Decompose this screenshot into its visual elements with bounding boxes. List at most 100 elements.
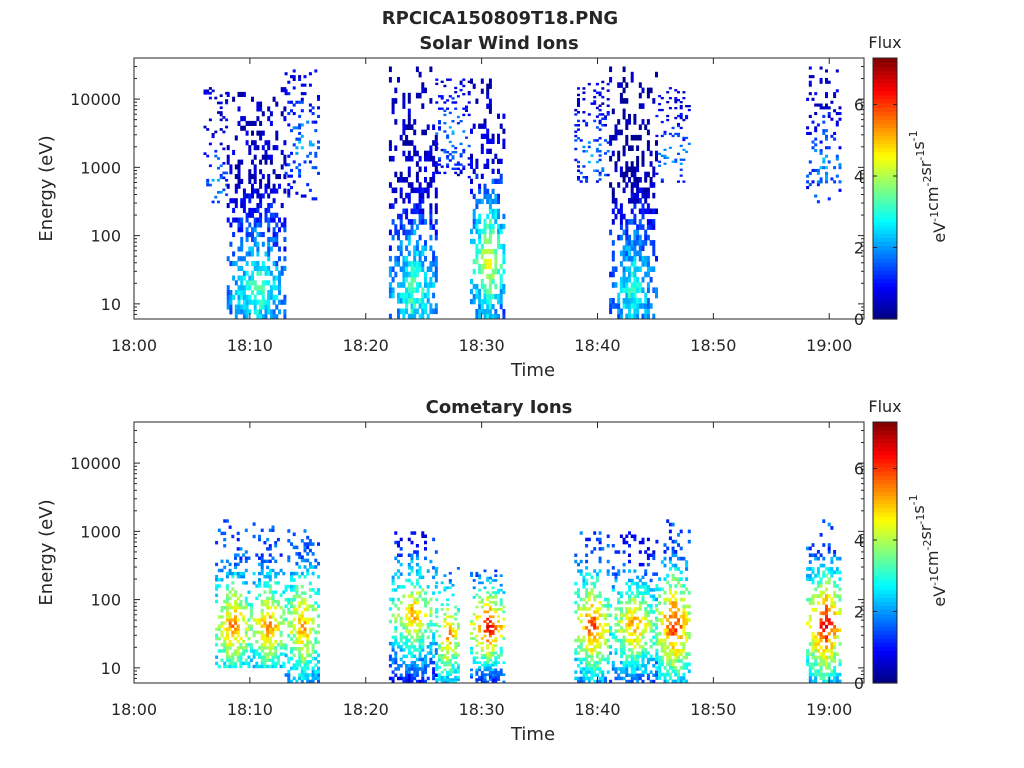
heatmap-cell — [388, 664, 392, 668]
heatmap-cell — [413, 287, 417, 293]
heatmap-cell — [287, 633, 291, 638]
heatmap-cell — [628, 679, 631, 684]
heatmap-cell — [625, 670, 629, 674]
heatmap-cell — [317, 588, 320, 592]
colorbar-segment — [873, 662, 897, 668]
heatmap-cell — [480, 148, 484, 154]
heatmap-cell — [242, 661, 246, 666]
heatmap-cell — [585, 676, 589, 681]
heatmap-cell — [267, 106, 271, 112]
heatmap-cell — [628, 610, 631, 614]
heatmap-cell — [595, 667, 599, 671]
heatmap-cell — [491, 294, 495, 300]
heatmap-cell — [421, 219, 425, 225]
heatmap-cell — [448, 571, 452, 575]
heatmap-cell — [574, 158, 578, 162]
heatmap-cell — [625, 540, 629, 545]
heatmap-cell — [814, 672, 818, 677]
heatmap-cell — [622, 648, 626, 652]
heatmap-cell — [276, 602, 280, 607]
heatmap-cell — [587, 537, 591, 542]
heatmap-cell — [674, 590, 678, 595]
heatmap-cell — [480, 309, 484, 315]
heatmap-cell — [585, 607, 589, 611]
heatmap-cell — [641, 303, 645, 309]
heatmap-cell — [614, 635, 618, 640]
heatmap-cell — [435, 78, 439, 81]
heatmap-cell — [822, 676, 826, 680]
heatmap-cell — [644, 177, 648, 183]
heatmap-cell — [418, 71, 422, 78]
heatmap-cell — [649, 629, 653, 633]
heatmap-cell — [405, 213, 409, 220]
heatmap-cell — [488, 228, 492, 235]
heatmap-cell — [625, 581, 629, 586]
heatmap-cell — [267, 178, 271, 184]
heatmap-cell — [630, 638, 634, 643]
heatmap-cell — [671, 550, 675, 554]
heatmap-cell — [486, 88, 490, 94]
heatmap-cell — [237, 106, 241, 112]
heatmap-cell — [593, 531, 597, 535]
heatmap-cell — [814, 573, 818, 578]
heatmap-cell — [446, 586, 450, 590]
colorbar-label: eV-1cm-2sr-1s-1 — [907, 130, 949, 242]
heatmap-cell — [679, 105, 683, 108]
heatmap-cell — [435, 680, 439, 684]
heatmap-cell — [827, 543, 831, 547]
heatmap-cell — [652, 182, 656, 188]
heatmap-cell — [268, 587, 272, 591]
heatmap-cell — [585, 178, 589, 181]
heatmap-cell — [267, 299, 271, 305]
heatmap-cell — [598, 154, 602, 157]
heatmap-cell — [830, 601, 834, 605]
heatmap-cell — [424, 292, 427, 299]
colorbar-tick-label: 2 — [854, 602, 864, 621]
heatmap-cell — [494, 658, 498, 662]
colorbar-tick-label: 4 — [854, 531, 864, 550]
heatmap-cell — [287, 183, 291, 187]
heatmap-cell — [660, 611, 664, 616]
heatmap-cell — [435, 82, 439, 86]
heatmap-cell — [251, 275, 254, 281]
heatmap-cell — [478, 309, 482, 315]
heatmap-cell — [687, 108, 691, 112]
heatmap-cell — [606, 629, 610, 633]
heatmap-cell — [622, 660, 626, 665]
heatmap-cell — [418, 594, 422, 598]
heatmap-cell — [226, 91, 230, 97]
heatmap-cell — [448, 140, 452, 144]
heatmap-cell — [260, 630, 264, 635]
heatmap-cell — [410, 559, 414, 564]
heatmap-cell — [415, 161, 419, 167]
heatmap-region — [609, 66, 658, 320]
heatmap-cell — [682, 662, 686, 667]
heatmap-cell — [435, 661, 439, 664]
heatmap-cell — [300, 601, 304, 605]
heatmap-cell — [491, 678, 495, 681]
heatmap-cell — [644, 581, 648, 586]
heatmap-cell — [245, 314, 249, 320]
colorbar-segment — [873, 613, 897, 619]
heatmap-cell — [451, 151, 455, 154]
heatmap-cell — [611, 660, 615, 665]
heatmap-cell — [405, 641, 409, 646]
heatmap-cell — [475, 668, 479, 672]
heatmap-cell — [671, 539, 675, 544]
heatmap-cell — [225, 652, 229, 656]
heatmap-cell — [438, 658, 441, 662]
heatmap-cell — [625, 303, 629, 309]
heatmap-cell — [628, 664, 631, 668]
heatmap-cell — [402, 623, 406, 627]
heatmap-cell — [499, 178, 503, 184]
heatmap-cell — [488, 314, 492, 320]
heatmap-cell — [499, 670, 503, 674]
heatmap-cell — [203, 89, 207, 93]
heatmap-cell — [391, 234, 395, 241]
heatmap-cell — [298, 676, 302, 681]
heatmap-cell — [486, 644, 490, 647]
heatmap-cell — [242, 652, 246, 656]
heatmap-cell — [292, 143, 296, 147]
heatmap-cell — [822, 590, 826, 595]
heatmap-cell — [478, 576, 482, 580]
